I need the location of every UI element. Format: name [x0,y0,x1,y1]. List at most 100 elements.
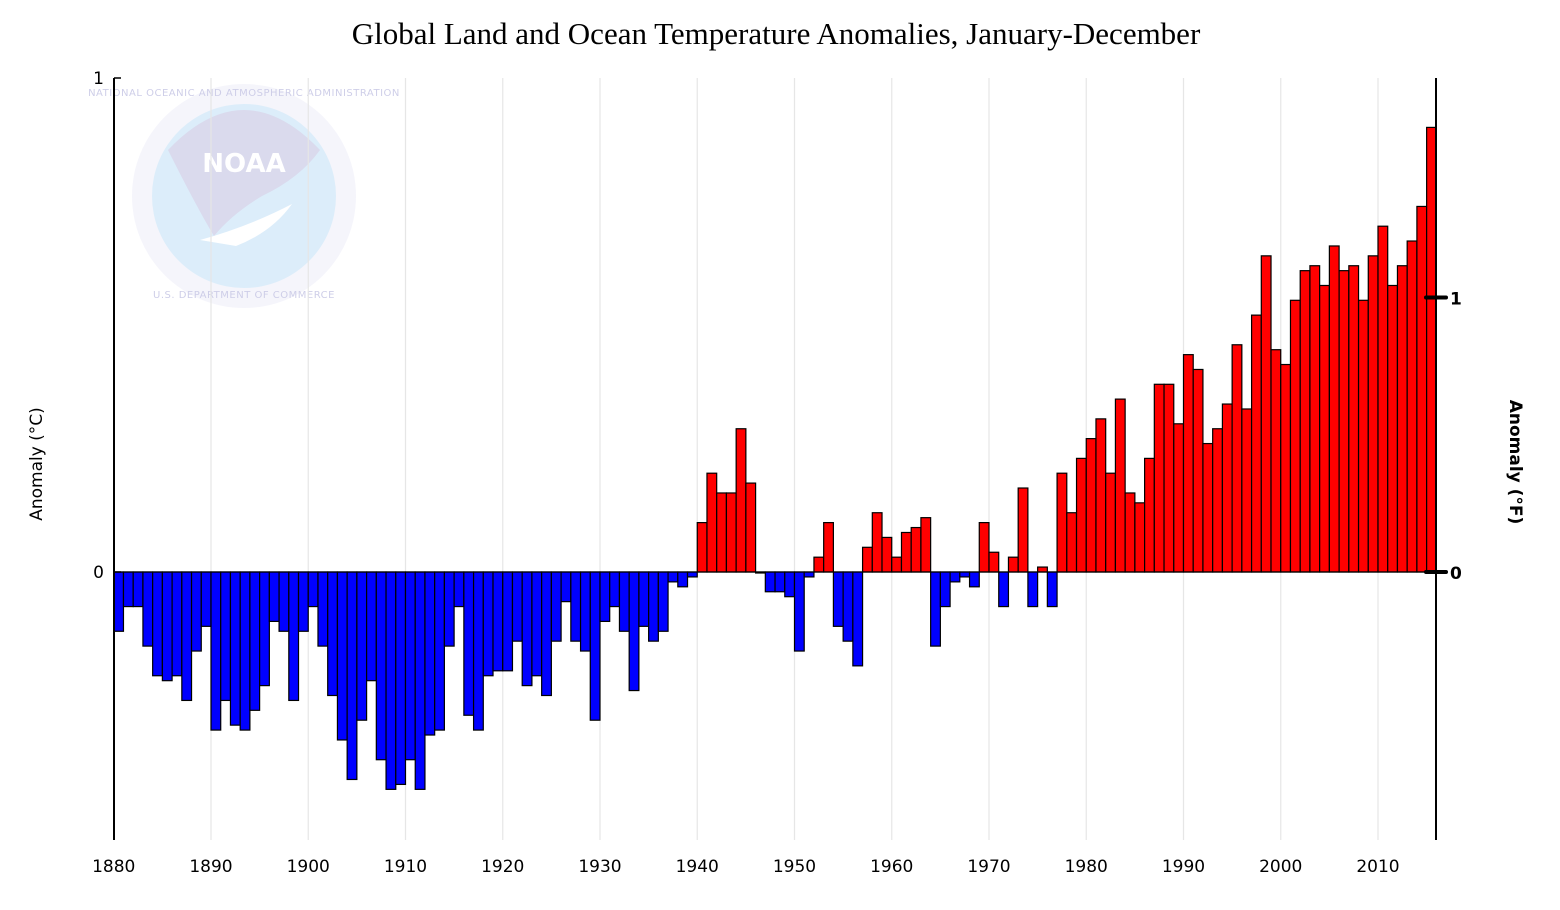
x-tick-label: 1910 [384,857,427,877]
bar [239,571,251,731]
bar [1163,383,1175,573]
x-tick-label: 1940 [676,857,719,877]
bar [463,571,475,716]
bar [920,517,932,573]
bar [531,571,543,677]
bar [1153,383,1165,573]
bar [443,571,455,647]
bar [842,571,854,642]
bar [1114,398,1126,573]
bar [871,512,883,573]
bar [502,571,514,672]
bar [472,571,484,731]
x-tick-label: 1880 [92,857,135,877]
bar [657,571,669,632]
bar [288,571,300,702]
bar [1173,423,1185,573]
bar [336,571,348,741]
anomaly-bars [113,126,1437,790]
bar [1192,368,1204,573]
noaa-logo-ring-top: NATIONAL OCEANIC AND ATMOSPHERIC ADMINIS… [88,88,400,99]
bar [385,571,397,790]
bar [1416,205,1428,573]
bar [852,571,864,667]
bar [764,571,776,593]
bar [511,571,523,642]
chart-title: Global Land and Ocean Temperature Anomal… [352,16,1201,51]
bar [375,571,387,761]
bar [696,521,708,573]
x-tick-label: 1970 [967,857,1010,877]
bar [307,571,319,608]
bar [1348,265,1360,573]
x-tick-label: 1980 [1065,857,1108,877]
bar [356,571,368,721]
bar [978,521,990,573]
bar [1280,363,1292,573]
bar [959,571,971,578]
bar [910,526,922,573]
bar [200,571,212,627]
bar [268,571,280,623]
bar [803,571,815,578]
bar [648,571,659,642]
bar [1406,240,1418,573]
bar [1387,284,1399,573]
y-axis-label-celsius: Anomaly (°C) [27,407,47,521]
bar [1056,472,1068,573]
bar [424,571,436,736]
x-tick-label: 1900 [287,857,330,877]
x-tick-label: 1990 [1162,857,1205,877]
bar [1367,255,1379,573]
bar [1231,344,1243,573]
bar [716,492,728,573]
y-axis-label-fahrenheit: Anomaly (°F) [1505,400,1525,525]
bar [395,571,407,786]
y-tick-label-left: 0 [93,563,104,583]
bar [482,571,494,677]
bar [152,571,163,677]
bar [686,571,698,578]
bar [968,571,980,588]
bar [1270,349,1282,573]
bar [1066,512,1078,573]
bar [900,531,912,573]
bar [793,571,805,652]
bar [210,571,222,731]
bar [453,571,465,608]
bar [949,571,961,583]
bar [628,571,640,692]
bar [161,571,173,682]
bar [550,571,562,642]
noaa-logo-watermark: NOAA NATIONAL OCEANIC AND ATMOSPHERIC AD… [88,84,400,308]
bar [404,571,416,761]
bar [1017,487,1029,573]
bar [249,571,261,711]
bar [1182,354,1194,573]
bar [346,571,358,781]
bar [881,536,893,573]
bar [618,571,630,632]
bar [1319,284,1330,573]
bar [725,492,737,573]
bar [259,571,270,687]
bar [998,571,1010,608]
bar [142,571,154,647]
bar [1357,299,1369,573]
bar [939,571,951,608]
x-tick-label: 1950 [773,857,816,877]
bar [1007,556,1019,573]
bar [891,556,903,573]
y-tick-label-left: 1 [93,69,104,89]
bar [570,571,582,642]
bar [132,571,144,608]
noaa-logo-word: NOAA [202,149,285,179]
bar [327,571,339,697]
bar [1426,126,1437,573]
bar [190,571,202,652]
bar [1221,403,1233,573]
bar [1046,571,1058,608]
bar [1250,314,1262,573]
bar [366,571,377,682]
